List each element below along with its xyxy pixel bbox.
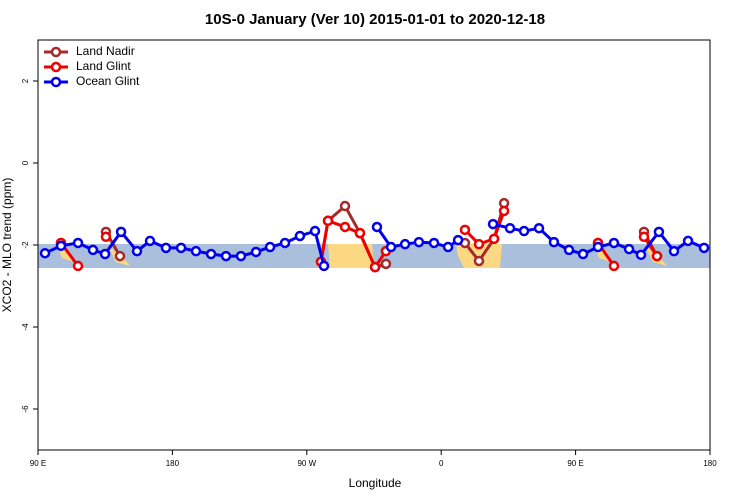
point (518, 225, 530, 237)
point (100, 231, 112, 243)
point (385, 241, 397, 253)
point (55, 240, 67, 252)
point (635, 249, 647, 261)
point (339, 200, 351, 212)
point (322, 215, 334, 227)
legend-marker (50, 76, 62, 88)
point (563, 244, 575, 256)
point (160, 242, 172, 254)
x-tick-label: 90 W (297, 459, 316, 468)
point (442, 241, 454, 253)
point (318, 260, 330, 272)
point (428, 237, 440, 249)
y-tick-label: -2 (21, 241, 30, 249)
y-tick-label: 2 (21, 78, 30, 83)
point (608, 260, 620, 272)
point (473, 255, 485, 267)
point (459, 224, 471, 236)
y-axis-label: XCO2 - MLO trend (ppm) (0, 178, 14, 313)
x-tick-label: 0 (439, 459, 444, 468)
point (39, 247, 51, 259)
point (487, 218, 499, 230)
point (399, 238, 411, 250)
point (413, 236, 425, 248)
point (698, 242, 710, 254)
point (354, 227, 366, 239)
x-tick-label: 90 E (30, 459, 46, 468)
point (533, 222, 545, 234)
point (371, 221, 383, 233)
point (682, 235, 694, 247)
y-tick-label: 0 (21, 160, 30, 165)
point (488, 233, 500, 245)
point (452, 234, 464, 246)
point (504, 222, 516, 234)
point (235, 250, 247, 262)
point (114, 250, 126, 262)
point (264, 241, 276, 253)
point (99, 248, 111, 260)
legend-label: Land Nadir (76, 44, 135, 58)
y-tick-label: -4 (21, 323, 30, 331)
point (144, 235, 156, 247)
point (175, 242, 187, 254)
point (294, 230, 306, 242)
point (473, 238, 485, 250)
legend-label: Land Glint (76, 59, 131, 73)
point (608, 237, 620, 249)
point (498, 205, 510, 217)
point (309, 225, 321, 237)
point (548, 236, 560, 248)
point (369, 261, 381, 273)
point (72, 237, 84, 249)
legend-marker (50, 61, 62, 73)
point (651, 250, 663, 262)
legend-marker (50, 46, 62, 58)
land (58, 248, 74, 262)
point (380, 258, 392, 270)
point (131, 245, 143, 257)
x-tick-label: 90 E (567, 459, 583, 468)
x-axis-label: Longitude (349, 476, 402, 490)
point (115, 226, 127, 238)
point (279, 237, 291, 249)
x-tick-label: 180 (703, 459, 717, 468)
point (577, 248, 589, 260)
point (668, 245, 680, 257)
point (339, 221, 351, 233)
x-tick-label: 180 (166, 459, 180, 468)
legend-label: Ocean Glint (76, 74, 140, 88)
point (623, 243, 635, 255)
chart-title: 10S-0 January (Ver 10) 2015-01-01 to 202… (205, 11, 545, 28)
point (190, 245, 202, 257)
series-line (59, 210, 659, 271)
point (72, 260, 84, 272)
point (205, 248, 217, 260)
point (87, 244, 99, 256)
point (653, 226, 665, 238)
point (250, 246, 262, 258)
point (638, 231, 650, 243)
point (592, 241, 604, 253)
y-tick-label: -6 (21, 405, 30, 413)
point (220, 250, 232, 262)
land (328, 244, 374, 268)
